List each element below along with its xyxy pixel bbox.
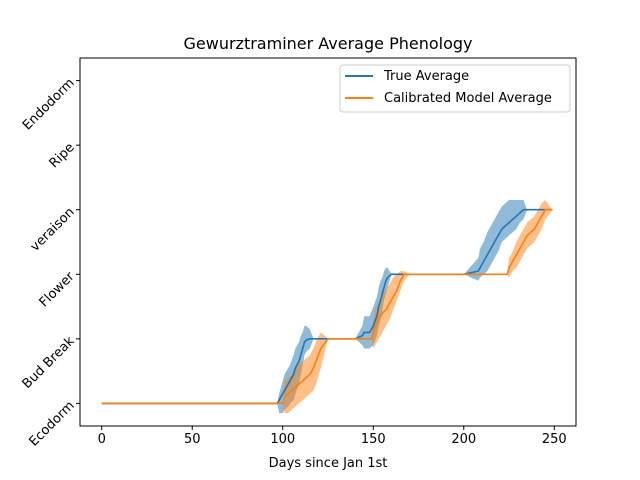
legend-box — [339, 64, 571, 113]
x-tick-label: 100 — [270, 432, 295, 447]
chart-title: Gewurztraminer Average Phenology — [184, 34, 473, 53]
x-tick-label: 50 — [184, 432, 201, 447]
legend-label-true-average: True Average — [383, 69, 469, 84]
series-lines — [101, 208, 553, 405]
x-tick-label: 200 — [451, 432, 476, 447]
x-tick-label: 0 — [98, 432, 106, 447]
line-true-average — [101, 208, 553, 405]
x-tick-label: 250 — [542, 432, 567, 447]
x-tick-label: 150 — [361, 432, 386, 447]
plot-frame — [79, 57, 577, 427]
x-axis-label: Days since Jan 1st — [269, 456, 388, 471]
legend-label-calibrated-model-average: Calibrated Model Average — [384, 91, 552, 106]
line-calibrated-model-average — [101, 208, 553, 405]
band-true-average — [101, 200, 553, 414]
confidence-bands — [101, 200, 553, 414]
x-axis: 0 50 100 150 200 250 — [98, 426, 567, 447]
legend: True Average Calibrated Model Average — [339, 64, 571, 113]
